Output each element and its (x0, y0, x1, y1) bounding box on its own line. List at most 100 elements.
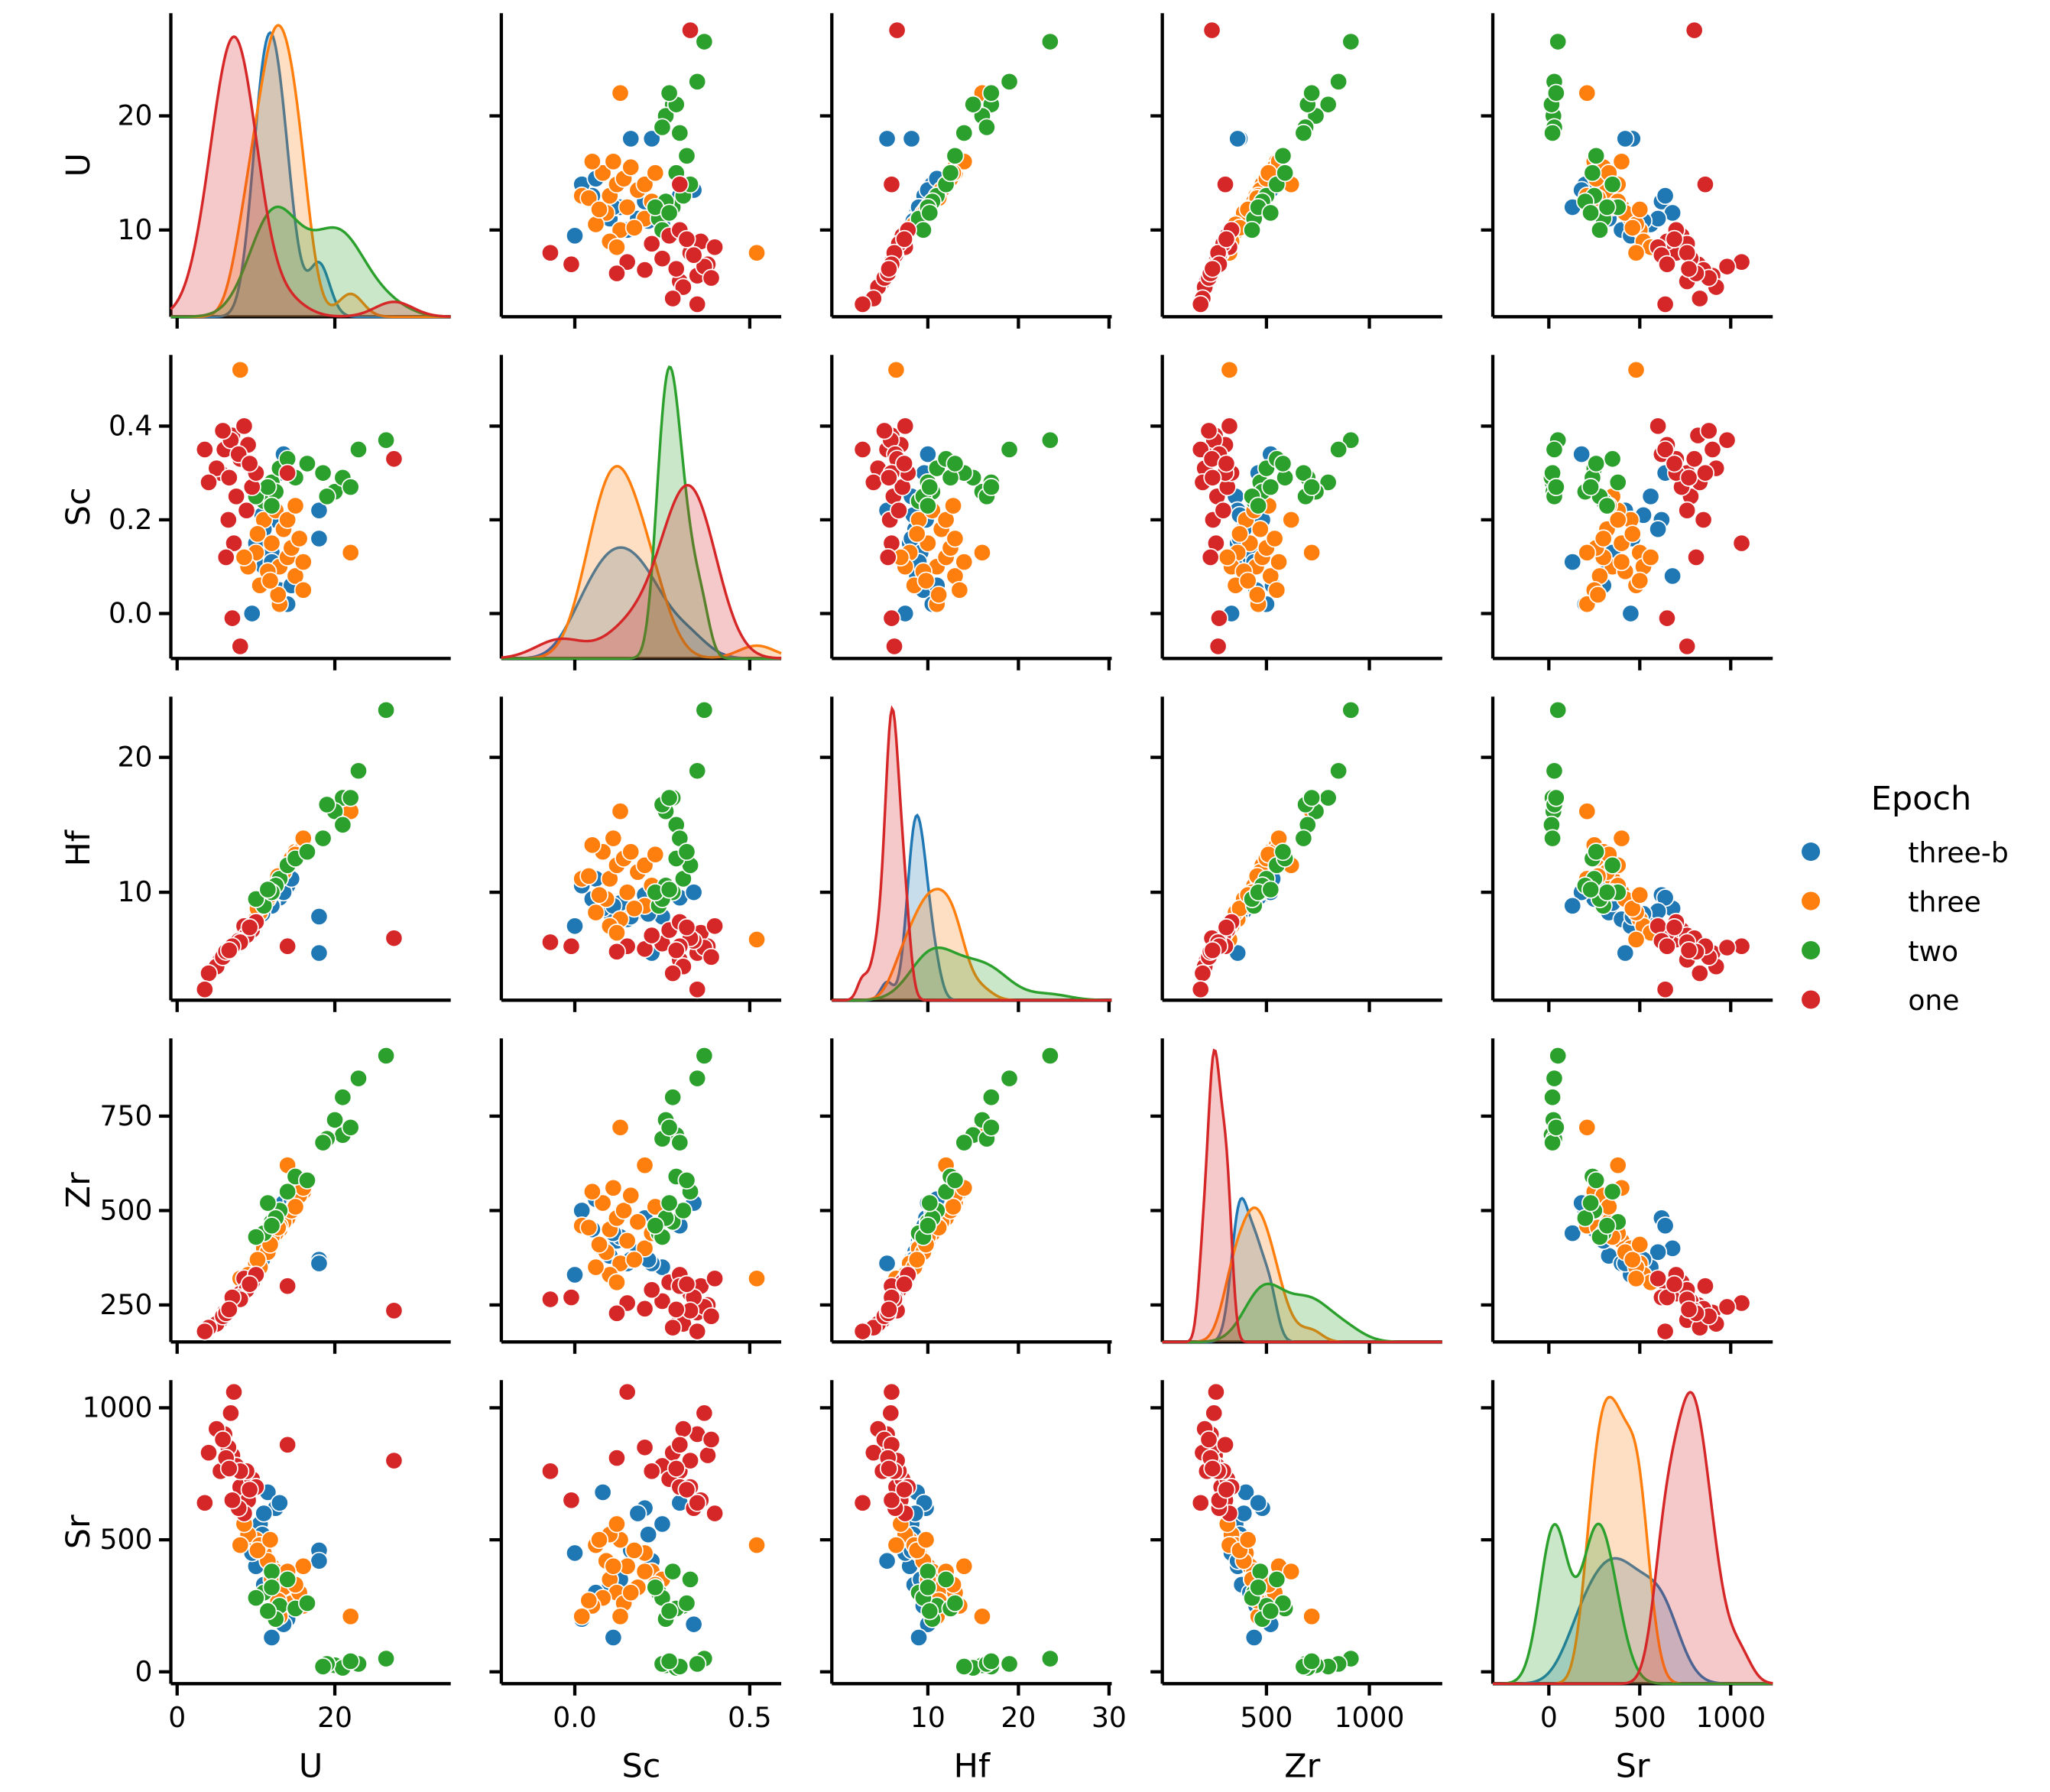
y-tick-label: 10 (117, 213, 152, 246)
point (313, 1657, 332, 1676)
x-axis-label: Zr (1284, 1747, 1320, 1785)
point (224, 1382, 244, 1401)
point (1040, 32, 1059, 51)
point (1563, 553, 1582, 572)
point (677, 1480, 696, 1499)
point (1630, 200, 1649, 219)
point (310, 529, 329, 548)
point (688, 1654, 707, 1674)
y-tick-label: 1000 (83, 1391, 153, 1424)
point (195, 440, 214, 459)
point (333, 815, 352, 834)
legend-label: two (1908, 935, 1958, 968)
point (878, 547, 897, 566)
point (1657, 609, 1677, 628)
point (916, 1531, 936, 1550)
legend-label: three (1908, 885, 1981, 918)
point (562, 1288, 581, 1307)
y-tick-label: 0 (135, 1655, 152, 1688)
point (1649, 1242, 1668, 1261)
point (1249, 1493, 1268, 1512)
point (611, 83, 630, 102)
point (1695, 1277, 1714, 1296)
point (593, 164, 612, 183)
point (663, 963, 683, 983)
point (635, 1156, 654, 1175)
point (1649, 1269, 1668, 1288)
point (1656, 440, 1675, 459)
point (1718, 1297, 1737, 1316)
point (604, 1178, 623, 1197)
point (1202, 21, 1221, 40)
point (1261, 477, 1280, 497)
point (887, 1535, 906, 1555)
point (946, 1170, 965, 1190)
point (607, 942, 626, 961)
point (1261, 203, 1280, 222)
point (310, 943, 329, 963)
point (1685, 21, 1704, 40)
point (660, 1118, 679, 1137)
point (695, 32, 714, 51)
point (1294, 829, 1313, 848)
point (1220, 417, 1239, 436)
point (1603, 450, 1622, 469)
point (313, 463, 332, 482)
point (684, 1615, 703, 1634)
point (313, 1133, 332, 1152)
point (1250, 520, 1270, 539)
point (1341, 32, 1361, 51)
point (1217, 1480, 1236, 1499)
point (607, 1449, 626, 1468)
point (944, 1197, 963, 1216)
point (972, 543, 992, 562)
point (946, 454, 965, 473)
point (1543, 829, 1562, 848)
point (1217, 229, 1236, 248)
point (310, 1254, 329, 1273)
point (1546, 1118, 1565, 1137)
point (590, 200, 609, 219)
point (653, 1514, 672, 1534)
point (663, 1088, 683, 1107)
point (618, 1231, 637, 1250)
point (1273, 146, 1293, 165)
point (642, 1281, 661, 1300)
x-tick-label: 1000 (1695, 1701, 1766, 1734)
point (1261, 880, 1280, 899)
kde-line (501, 365, 782, 661)
point (920, 477, 939, 497)
point (642, 129, 661, 148)
point (1250, 1562, 1270, 1581)
point (879, 1459, 898, 1478)
point (677, 842, 696, 862)
point (1627, 243, 1646, 262)
point (1218, 547, 1237, 566)
point (677, 917, 696, 937)
x-tick-label: 0.0 (553, 1701, 596, 1734)
point (270, 1493, 289, 1512)
point (918, 496, 937, 515)
point (278, 1277, 297, 1296)
point (1545, 1069, 1564, 1088)
point (877, 1551, 897, 1570)
point (297, 454, 316, 473)
point (907, 1250, 926, 1269)
point (607, 1273, 626, 1292)
point (565, 1265, 585, 1284)
point (660, 203, 679, 222)
point (748, 1269, 767, 1288)
point (1276, 164, 1295, 183)
point (1603, 175, 1622, 194)
point (349, 440, 368, 459)
point (667, 1459, 686, 1478)
point (1616, 129, 1635, 148)
point (1623, 524, 1642, 544)
x-tick-label: 20 (1001, 1701, 1036, 1734)
point (235, 417, 254, 436)
x-axis-label: Sc (622, 1747, 661, 1785)
point (895, 1480, 914, 1499)
point (879, 259, 898, 278)
point (290, 529, 309, 548)
